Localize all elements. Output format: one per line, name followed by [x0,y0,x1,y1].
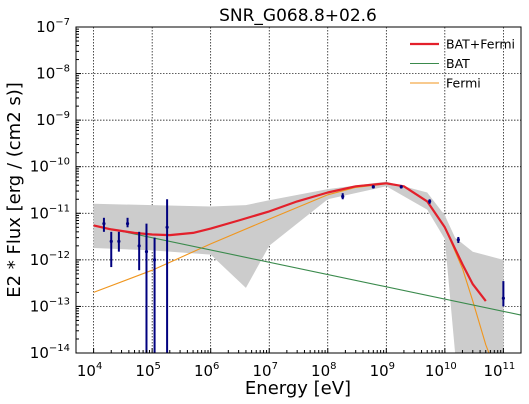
data-point [371,185,375,189]
data-point [399,185,403,189]
x-axis-label: Energy [eV] [245,378,351,399]
data-point [125,222,130,226]
chart-title: SNR_G068.8+02.6 [219,6,377,26]
axis-ticks [75,26,522,354]
y-tick-label: 10−13 [30,296,70,315]
data-points [102,185,505,353]
series-line-bat [93,224,521,316]
legend-label: Fermi [446,76,481,91]
y-tick-label: 10−10 [30,157,70,176]
data-point [144,250,149,254]
data-point [117,239,121,243]
legend-label: BAT [446,56,470,71]
x-tick-label: 108 [311,361,336,380]
uncertainty-band-area [93,181,504,353]
y-axis-label: E2 * Flux [erg / (cm2 s)] [4,82,25,298]
data-point [102,222,106,226]
y-tick-labels: 10−14 10−13 10−12 10−11 10−10 10−9 10−8 10−7 [30,17,70,362]
x-tick-label: 106 [194,361,219,380]
y-tick-label: 10−12 [30,250,70,269]
series-line-bat-fermi [93,182,487,302]
x-tick-label: 104 [77,361,102,380]
x-tick-label: 1010 [425,361,457,380]
legend-label: BAT+Fermi [446,37,515,52]
y-tick-label: 10−8 [36,64,70,83]
y-tick-label: 10−14 [30,343,70,362]
data-point [501,296,505,300]
x-tick-label: 1011 [483,361,515,380]
x-tick-label: 105 [135,361,160,380]
y-tick-label: 10−11 [30,203,70,222]
legend: BAT+Fermi BAT Fermi [410,37,515,91]
x-tick-labels: 104 105 106 107 108 109 1010 1011 [77,361,515,380]
data-point [428,199,432,203]
data-point [341,194,345,199]
x-tick-label: 109 [370,361,395,380]
uncertainty-band [93,181,504,353]
data-point [109,239,113,243]
data-point [137,244,141,248]
data-point [152,258,157,262]
y-tick-label: 10−9 [36,110,70,129]
model-lines [93,182,521,353]
x-tick-label: 107 [252,361,277,380]
plot-frame [75,26,522,354]
data-point [456,238,460,242]
y-tick-label: 10−7 [36,17,70,36]
data-point [165,225,169,229]
